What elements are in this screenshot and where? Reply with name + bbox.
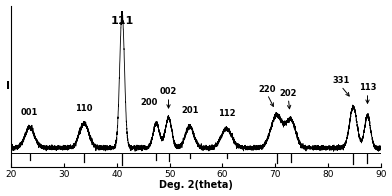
Text: 111: 111: [111, 16, 134, 26]
Text: 002: 002: [160, 87, 177, 96]
Text: 200: 200: [141, 98, 158, 107]
Text: 110: 110: [75, 103, 93, 113]
Text: 001: 001: [21, 108, 38, 117]
Text: 220: 220: [258, 85, 276, 94]
X-axis label: Deg. 2(theta): Deg. 2(theta): [159, 181, 233, 191]
Text: 112: 112: [218, 109, 235, 118]
Text: 201: 201: [181, 106, 198, 115]
Text: 113: 113: [359, 83, 376, 92]
Text: 202: 202: [279, 89, 297, 98]
Text: 331: 331: [332, 76, 350, 85]
Y-axis label: I: I: [6, 81, 11, 91]
